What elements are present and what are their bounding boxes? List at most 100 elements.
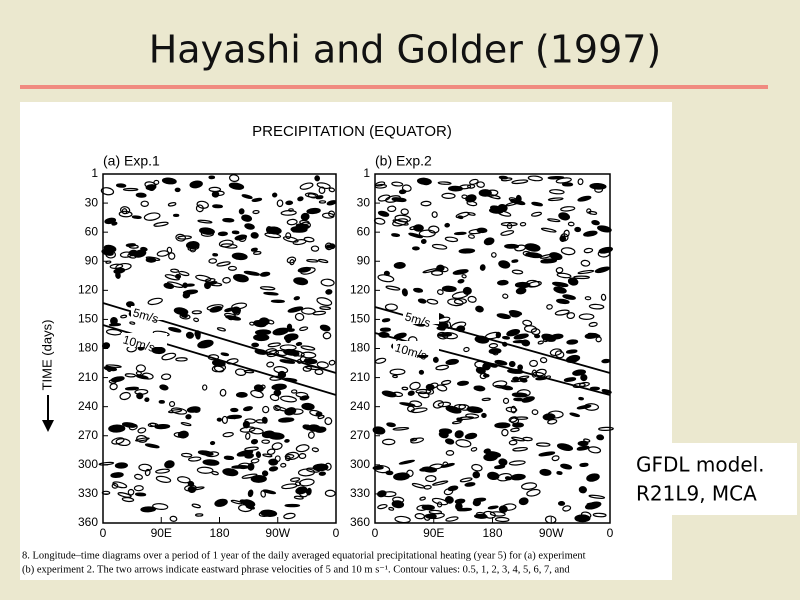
- contour-blob: [180, 313, 188, 318]
- contour-blob: [452, 269, 469, 275]
- contour-blob: [393, 262, 406, 269]
- contour-blob: [103, 366, 118, 372]
- contour-blob: [413, 224, 424, 232]
- contour-blob: [234, 368, 247, 377]
- contour-blob: [250, 247, 258, 252]
- contour-blob: [241, 473, 258, 479]
- contour-blob: [216, 327, 226, 332]
- contour-blob: [238, 208, 245, 215]
- y-tick-label: 30: [85, 195, 99, 209]
- contour-blob: [262, 489, 277, 495]
- contour-blob: [134, 473, 144, 480]
- contour-blob: [164, 274, 180, 281]
- contour-blob: [470, 447, 478, 452]
- contour-blob: [588, 494, 606, 499]
- contour-blob: [125, 301, 135, 308]
- contour-blob: [467, 184, 476, 189]
- contour-blob: [442, 461, 449, 468]
- contour-blob: [119, 391, 131, 401]
- contour-blob: [539, 253, 554, 259]
- contour-blob: [554, 350, 565, 359]
- contour-blob: [328, 243, 336, 250]
- contour-blob: [161, 352, 177, 361]
- contour-blob: [135, 192, 147, 198]
- contour-blob: [193, 317, 200, 323]
- contour-blob: [445, 450, 455, 456]
- contour-blob: [565, 349, 578, 354]
- contour-blob: [486, 451, 502, 458]
- contour-blob: [578, 313, 595, 320]
- contour-blob: [550, 333, 564, 340]
- contour-blob: [401, 288, 408, 297]
- arrow-label: 5m/s: [131, 305, 160, 326]
- contour-blob: [227, 316, 234, 321]
- contour-blob: [295, 444, 310, 453]
- contour-blob: [135, 374, 149, 380]
- contour-blob: [488, 343, 499, 349]
- contour-blob: [547, 197, 564, 202]
- contour-blob: [527, 175, 543, 182]
- contour-blob: [457, 278, 465, 284]
- contour-blob: [231, 465, 249, 469]
- contour-blob: [494, 384, 507, 389]
- y-tick-label: 240: [350, 399, 370, 413]
- contour-blob: [124, 386, 140, 391]
- contour-blob: [196, 200, 209, 209]
- contour-blob: [392, 391, 404, 398]
- contour-blob: [140, 200, 149, 207]
- contour-blob: [306, 207, 321, 215]
- contour-blob: [328, 210, 336, 218]
- contour-blob: [416, 177, 432, 185]
- contour-blob: [583, 438, 591, 443]
- contour-blob: [440, 379, 452, 386]
- contour-blob: [208, 258, 218, 264]
- contour-blob: [584, 296, 592, 301]
- contour-blob: [148, 185, 156, 192]
- contour-blob: [524, 243, 541, 252]
- contour-blob: [181, 452, 193, 458]
- contour-blob: [572, 369, 587, 376]
- contour-blob: [377, 210, 390, 217]
- panel-label: (a) Exp.1: [103, 153, 160, 169]
- contour-blob: [317, 258, 329, 264]
- contour-blob: [510, 427, 520, 433]
- contour-blob: [531, 409, 539, 416]
- contour-blob: [420, 238, 427, 245]
- contour-blob: [114, 462, 129, 469]
- contour-blob: [255, 419, 266, 424]
- contour-blob: [208, 175, 216, 180]
- x-tick-label: 90E: [151, 526, 172, 540]
- contour-blob: [291, 389, 298, 394]
- contour-blob: [120, 206, 131, 215]
- contour-blob: [316, 297, 333, 306]
- contour-blob: [523, 325, 538, 333]
- y-tick-label: 90: [85, 253, 99, 267]
- contour-blob: [558, 212, 571, 221]
- contour-blob: [487, 505, 499, 510]
- contour-blob: [521, 396, 535, 403]
- contour-blob: [228, 174, 240, 183]
- contour-blob: [438, 265, 449, 273]
- contour-blob: [115, 183, 127, 188]
- contour-blob: [216, 417, 223, 422]
- contour-blob: [438, 428, 453, 435]
- contour-blob: [267, 432, 285, 440]
- contour-blob: [455, 439, 472, 448]
- contour-blob: [508, 460, 526, 466]
- contour-blob: [512, 446, 528, 452]
- contour-blob: [300, 267, 316, 275]
- y-tick-label: 270: [78, 428, 98, 442]
- contour-blob: [299, 182, 314, 190]
- contour-blob: [479, 264, 486, 271]
- contour-blob: [260, 490, 266, 498]
- contour-blob: [596, 434, 605, 441]
- contour-blob: [377, 503, 388, 510]
- contour-blob: [483, 189, 499, 197]
- contour-blob: [589, 386, 600, 391]
- contour-blob: [145, 257, 157, 263]
- contour-blob: [100, 187, 115, 196]
- contour-blob: [583, 247, 594, 254]
- contour-blob: [242, 406, 253, 412]
- contour-blob: [588, 446, 602, 454]
